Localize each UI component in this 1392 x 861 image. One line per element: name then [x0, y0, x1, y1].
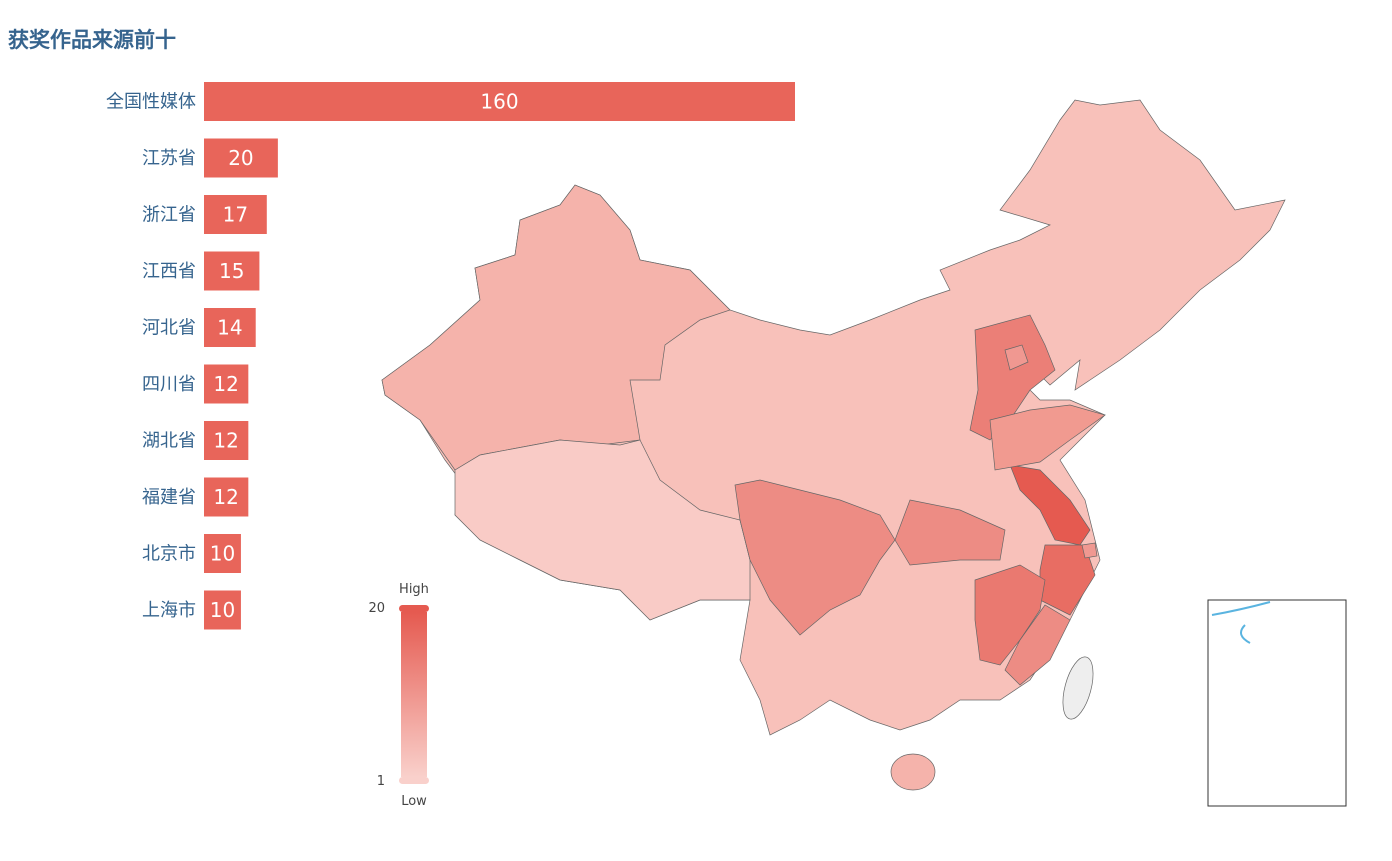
- bar: [204, 308, 256, 347]
- chart-title: 获奖作品来源前十: [8, 28, 176, 52]
- map-region: [1004, 604, 1071, 686]
- data-label: 12: [213, 429, 238, 453]
- map-region: [1081, 542, 1098, 559]
- bar: [204, 421, 249, 460]
- map-region: [1004, 344, 1029, 371]
- bar: [204, 138, 278, 178]
- data-label: 14: [217, 316, 242, 340]
- data-label: 12: [213, 372, 238, 396]
- visual-map-handle-low: [399, 777, 429, 784]
- region-tibet: [454, 439, 751, 621]
- data-label: 10: [210, 542, 235, 566]
- region-shandong: [989, 404, 1106, 471]
- category-label: 河北省: [142, 318, 196, 339]
- visual-map-bar: [401, 612, 427, 777]
- visual-map-max-label: 20: [368, 601, 385, 616]
- category-label: 北京市: [142, 544, 196, 565]
- map-region: [969, 314, 1056, 441]
- category-label: 上海市: [142, 600, 196, 621]
- data-label: 160: [480, 90, 518, 114]
- category-label: 浙江省: [142, 205, 196, 226]
- category-label: 江苏省: [142, 148, 196, 169]
- data-label: 20: [228, 146, 253, 170]
- bar: [204, 534, 241, 573]
- visual-map-handle-high: [399, 605, 429, 612]
- visual-map-max-text: High: [399, 582, 429, 597]
- inset-coastline: [1211, 601, 1271, 644]
- bar: [204, 590, 241, 630]
- map-region: [894, 499, 1006, 566]
- data-label: 12: [213, 485, 238, 509]
- data-label: 17: [223, 203, 248, 227]
- bar: [204, 364, 249, 404]
- south-china-sea-inset: [1207, 599, 1347, 807]
- bar: [204, 195, 267, 234]
- category-label: 江西省: [142, 261, 196, 282]
- region-taiwan: [1062, 656, 1094, 720]
- category-label: 福建省: [142, 487, 196, 508]
- data-label: 15: [219, 259, 244, 283]
- bar: [204, 251, 260, 291]
- bar: [204, 477, 249, 517]
- map-region: [734, 479, 896, 636]
- visual-map-min-label: 1: [377, 774, 385, 789]
- data-label: 10: [210, 598, 235, 622]
- category-label: 四川省: [142, 374, 196, 395]
- category-label: 湖北省: [142, 431, 196, 452]
- visual-map-min-text: Low: [401, 794, 427, 809]
- region-hainan: [890, 753, 936, 791]
- category-label: 全国性媒体: [106, 92, 196, 113]
- bar: [204, 82, 795, 121]
